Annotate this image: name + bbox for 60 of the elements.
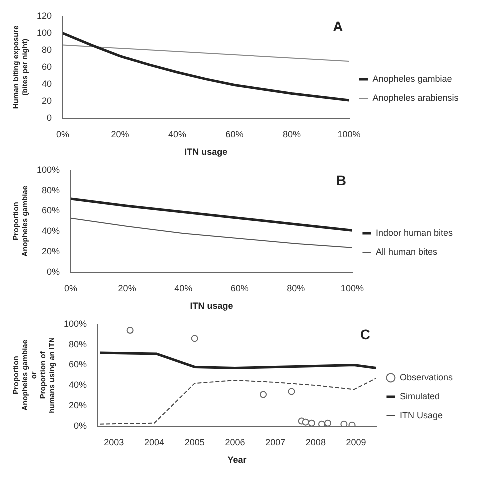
legend-label: Observations (400, 372, 454, 382)
point (126, 327, 134, 334)
legend-label: Indoor human bites (376, 228, 454, 238)
y-tick-label: 60% (42, 206, 60, 216)
point (191, 335, 198, 342)
y-tick-label: 20 (42, 96, 52, 106)
legend-label: Anopheles gambiae (372, 74, 452, 84)
x-axis-title: ITN usage (184, 147, 228, 158)
x-tick-label: 20% (111, 129, 130, 140)
x-tick-label: 20% (118, 283, 136, 294)
x-tick-label: 2004 (144, 437, 165, 448)
y-tick-label: 80% (42, 185, 60, 196)
x-tick-label: 2006 (225, 437, 246, 448)
chart-title: A (333, 18, 344, 34)
legend-label: Anopheles arabiensis (372, 92, 460, 103)
point (288, 388, 296, 396)
y-tick-label: 0 (47, 112, 52, 123)
y-tick-label: 40% (69, 380, 88, 390)
y-tick-label: 20% (69, 400, 88, 410)
y-tick-label: 80 (42, 44, 52, 55)
y-tick-label: 0% (47, 266, 60, 277)
point (318, 420, 326, 426)
point (340, 420, 348, 426)
y-tick-label: 0% (74, 420, 88, 431)
chart-title: C (360, 326, 370, 342)
x-tick-label: 2009 (346, 437, 366, 448)
y-tick-label: 60 (42, 62, 52, 72)
line-series (100, 378, 376, 425)
x-tick-label: 60% (226, 129, 244, 140)
x-tick-label: 40% (174, 283, 193, 294)
y-tick-label: 60% (69, 360, 88, 370)
y-tick-label: 100% (64, 318, 88, 329)
legend-label: Simulated (400, 391, 440, 402)
x-tick-label: 80% (282, 129, 302, 140)
x-tick-label: 100% (338, 129, 361, 140)
legend-label: All human bites (376, 246, 438, 257)
x-tick-label: 40% (168, 129, 187, 140)
x-tick-label: 2003 (104, 437, 124, 448)
y-tick-label: 20% (42, 246, 60, 256)
point (260, 391, 267, 398)
point (324, 420, 332, 426)
y-tick-label: 40% (42, 226, 60, 236)
y-tick-label: 100% (36, 164, 60, 175)
y-tick-label: 120 (36, 10, 52, 21)
x-tick-label: 2007 (266, 437, 286, 448)
y-tick-label: 40 (42, 78, 52, 89)
y-tick-label: 80% (69, 339, 88, 350)
x-axis-title: Year (228, 455, 248, 466)
y-tick-label: 100 (36, 28, 52, 38)
point (308, 420, 316, 426)
legend-label: ITN Usage (400, 410, 443, 420)
x-tick-label: 2005 (184, 437, 205, 448)
chart-title: B (336, 172, 346, 188)
point (302, 418, 310, 426)
x-tick-label: 80% (287, 283, 306, 294)
x-tick-label: 2008 (306, 437, 326, 448)
x-tick-label: 100% (340, 283, 364, 294)
x-tick-label: 60% (230, 283, 249, 294)
x-axis-title: ITN usage (190, 301, 234, 312)
x-tick-label: 0% (56, 129, 70, 140)
